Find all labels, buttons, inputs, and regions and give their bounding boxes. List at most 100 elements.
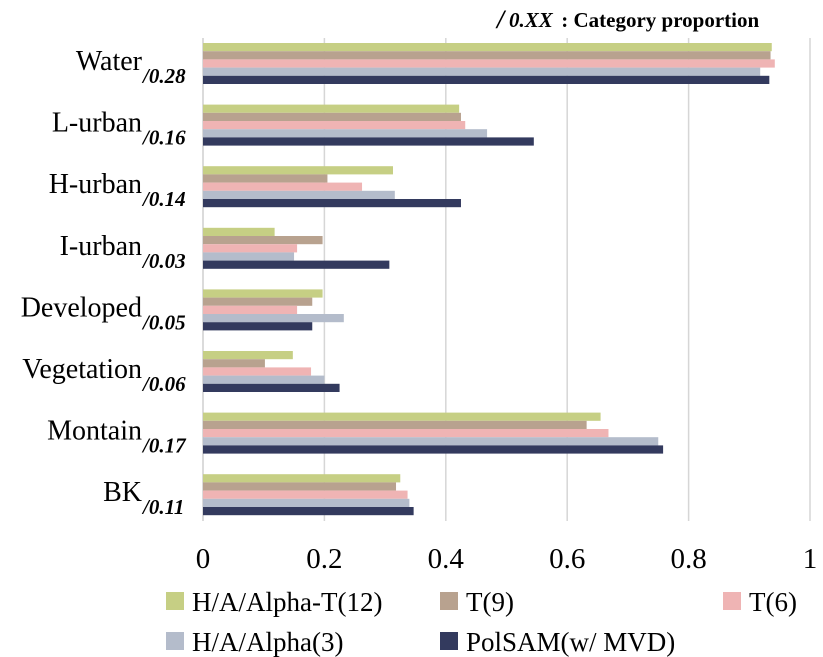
bar-montain-s4 [203,445,664,454]
bar-vegetation-s2 [203,367,312,376]
legend-swatch [166,592,184,610]
bar-bk-s1 [203,482,397,491]
bar-water-s0 [203,43,772,52]
bar-group-water [203,43,775,84]
bar-l-urban-s1 [203,112,461,121]
bar-l-urban-s3 [203,129,488,138]
bar-l-urban-s2 [203,121,466,130]
bar-group-l-urban [203,104,534,146]
legend: H/A/Alpha-T(12) T(9) T(6) H/A/Alpha(3) PolSA… [166,587,797,657]
category-label-montain: Montain/0.17 [47,416,187,458]
legend-swatch [723,592,741,610]
category-proportion: /0.16 [141,126,186,150]
x-tick-label: 0 [196,543,211,575]
category-proportion: /0.17 [141,434,187,458]
bar-water-s3 [203,67,761,76]
bar-bk-s0 [203,474,401,483]
category-proportion: /0.05 [141,310,186,334]
bar-group-vegetation [203,351,340,392]
legend-swatch [440,592,458,610]
category-proportion: /0.06 [141,372,186,396]
category-label-bk: BK/0.11 [103,477,184,519]
bar-bk-s3 [203,498,410,507]
annotation-placeholder: 0.XX [509,8,554,32]
bar-group-developed [203,289,344,331]
bar-developed-s0 [203,289,323,298]
bar-montain-s0 [203,412,601,421]
category-name: L-urban [52,108,142,139]
category-label-developed: Developed/0.05 [21,292,186,334]
legend-item-4: PolSAM(w/ MVD) [440,627,675,657]
x-tick-label: 0.2 [306,543,342,575]
bar-group-i-urban [203,227,390,269]
bars [203,43,775,516]
legend-item-3: H/A/Alpha(3) [166,627,343,657]
category-proportion: /0.11 [141,495,184,519]
bar-i-urban-s2 [203,244,298,253]
legend-item-1: T(9) [440,587,514,617]
category-name: BK [103,477,142,508]
bar-vegetation-s0 [203,351,293,360]
chart-annotation: / 0.XX : Category proportion [495,5,759,34]
bar-i-urban-s4 [203,260,390,269]
bar-h-urban-s1 [203,174,328,183]
category-name: Montain [47,416,142,447]
category-proportion: /0.14 [141,187,186,211]
legend-label: T(6) [749,587,797,617]
legend-label: T(9) [466,587,514,617]
category-label-water: Water/0.28 [76,46,186,88]
category-label-vegetation: Vegetation/0.06 [22,354,186,396]
category-name: H-urban [49,169,142,200]
legend-label: PolSAM(w/ MVD) [466,627,675,657]
bar-h-urban-s4 [203,199,461,208]
category-proportion: /0.03 [141,249,186,273]
bar-i-urban-s1 [203,236,323,245]
bar-i-urban-s0 [203,227,275,236]
bar-montain-s3 [203,437,659,446]
annotation-slash: / [495,5,507,34]
bar-water-s1 [203,51,771,60]
bar-water-s4 [203,75,770,84]
bar-vegetation-s3 [203,375,325,384]
category-labels: Water/0.28 L-urban/0.16 H-urban/0.14 I-urba… [21,46,187,519]
bar-vegetation-s4 [203,383,340,392]
bar-developed-s4 [203,322,313,331]
category-proportion: /0.28 [141,64,186,88]
bar-h-urban-s2 [203,182,363,191]
bar-group-bk [203,474,414,516]
bar-bk-s4 [203,507,414,516]
legend-label: H/A/Alpha-T(12) [192,587,382,617]
x-tick-label: 0.4 [428,543,465,575]
bar-developed-s2 [203,305,298,314]
category-name: I-urban [60,231,142,262]
x-tick-label: 0.6 [549,543,585,575]
category-name: Developed [21,292,142,323]
bar-water-s2 [203,59,775,68]
bar-i-urban-s3 [203,252,295,261]
bar-l-urban-s0 [203,104,460,113]
bar-l-urban-s4 [203,137,534,146]
legend-swatch [440,632,458,650]
bar-developed-s1 [203,297,313,306]
category-label-l-urban: L-urban/0.16 [52,108,186,150]
bar-bk-s2 [203,490,408,499]
bar-montain-s2 [203,429,609,438]
bar-h-urban-s0 [203,166,393,175]
legend-label: H/A/Alpha(3) [192,627,343,657]
legend-item-0: H/A/Alpha-T(12) [166,587,382,617]
x-tick-label: 1 [803,543,818,575]
x-axis-ticks: 0 0.2 0.4 0.6 0.8 1 [196,543,818,575]
category-name: Vegetation [22,354,142,385]
x-tick-label: 0.8 [670,543,706,575]
category-label-h-urban: H-urban/0.14 [49,169,186,211]
legend-swatch [166,632,184,650]
bar-group-montain [203,412,664,454]
category-label-i-urban: I-urban/0.03 [60,231,186,273]
bar-vegetation-s1 [203,359,265,368]
bar-montain-s1 [203,420,587,429]
bar-group-h-urban [203,166,461,208]
bar-developed-s3 [203,314,344,323]
legend-item-2: T(6) [723,587,797,617]
bar-h-urban-s3 [203,190,395,199]
